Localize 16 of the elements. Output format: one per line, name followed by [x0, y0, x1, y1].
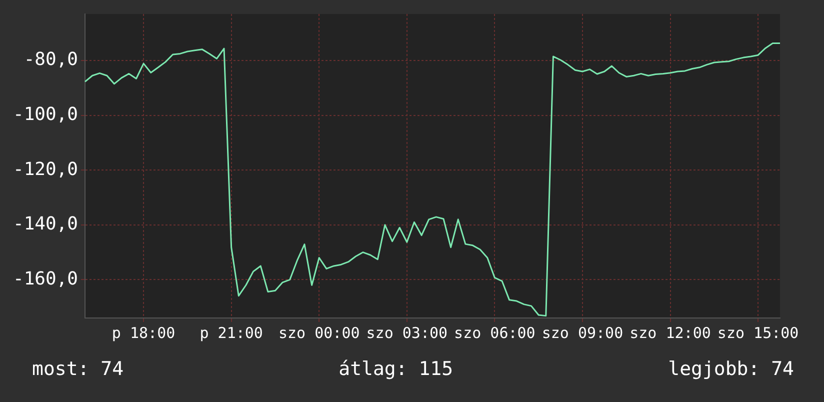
x-tick-label: szo 06:00: [454, 324, 536, 342]
x-tick-label: szo 03:00: [366, 324, 448, 342]
x-tick-label: p 21:00: [200, 324, 263, 342]
y-tick-label: -120,0: [12, 158, 78, 180]
x-tick-label: szo 12:00: [630, 324, 711, 342]
y-tick-label: -160,0: [12, 268, 78, 290]
y-tick-label: -140,0: [12, 214, 78, 235]
x-tick-label: szo 15:00: [717, 324, 799, 342]
x-tick-label: p 18:00: [112, 324, 176, 342]
text: átlag: 115: [338, 358, 454, 380]
x-tick-label: szo 00:00: [278, 324, 360, 342]
x-tick-label: szo 09:00: [542, 324, 624, 342]
y-tick-label: -100,0: [12, 104, 78, 126]
text: legjobb: 74: [668, 358, 794, 380]
y-tick-label: -80,0: [24, 49, 78, 70]
text: most: 74: [32, 358, 124, 380]
